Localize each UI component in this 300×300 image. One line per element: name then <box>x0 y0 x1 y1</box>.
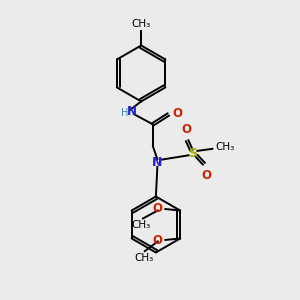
Text: O: O <box>202 169 212 182</box>
Text: O: O <box>173 107 183 120</box>
Text: CH₃: CH₃ <box>132 220 151 230</box>
Text: N: N <box>127 105 136 118</box>
Text: O: O <box>152 234 162 247</box>
Text: CH₃: CH₃ <box>131 19 151 29</box>
Text: CH₃: CH₃ <box>215 142 235 152</box>
Text: H: H <box>121 108 129 118</box>
Text: CH₃: CH₃ <box>134 253 153 263</box>
Text: N: N <box>152 156 163 169</box>
Text: S: S <box>188 147 197 160</box>
Text: O: O <box>182 123 192 136</box>
Text: O: O <box>152 202 162 215</box>
